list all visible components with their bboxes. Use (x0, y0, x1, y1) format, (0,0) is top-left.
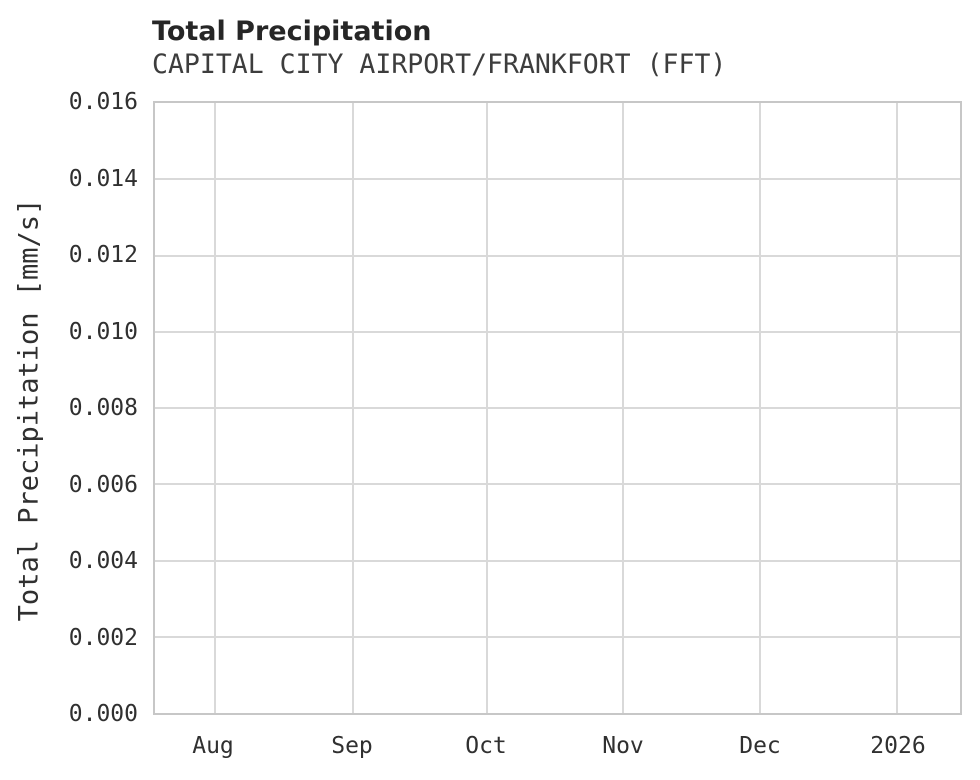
y-tick-label: 0.004 (68, 548, 138, 574)
y-tick-label: 0.002 (68, 624, 138, 651)
x-tick-label: Sep (331, 733, 373, 759)
y-tick-label: 0.012 (68, 242, 138, 268)
x-tick-label: 2026 (870, 733, 926, 759)
horizontal-gridline (155, 483, 960, 486)
x-tick-label: Oct (465, 733, 507, 759)
horizontal-gridline (155, 254, 960, 257)
horizontal-gridline (155, 635, 960, 638)
plot-area (153, 101, 962, 715)
y-tick-label: 0.008 (68, 395, 138, 421)
horizontal-gridline (155, 559, 960, 562)
horizontal-gridline (155, 330, 960, 333)
x-tick-label: Aug (192, 733, 234, 759)
y-tick-label: 0.000 (68, 701, 138, 727)
chart-subtitle: CAPITAL CITY AIRPORT/FRANKFORT (FFT) (152, 49, 727, 80)
horizontal-gridline (155, 407, 960, 409)
y-tick-label: 0.006 (68, 471, 138, 498)
y-axis-label: Total Precipitation [mm/s] (13, 198, 45, 622)
chart-title: Total Precipitation (152, 16, 432, 47)
horizontal-gridline (155, 178, 960, 181)
x-tick-label: Dec (739, 733, 781, 759)
y-tick-label: 0.010 (68, 318, 138, 345)
y-tick-label: 0.016 (68, 89, 138, 115)
y-tick-label: 0.014 (68, 165, 138, 192)
x-tick-label: Nov (602, 733, 644, 759)
